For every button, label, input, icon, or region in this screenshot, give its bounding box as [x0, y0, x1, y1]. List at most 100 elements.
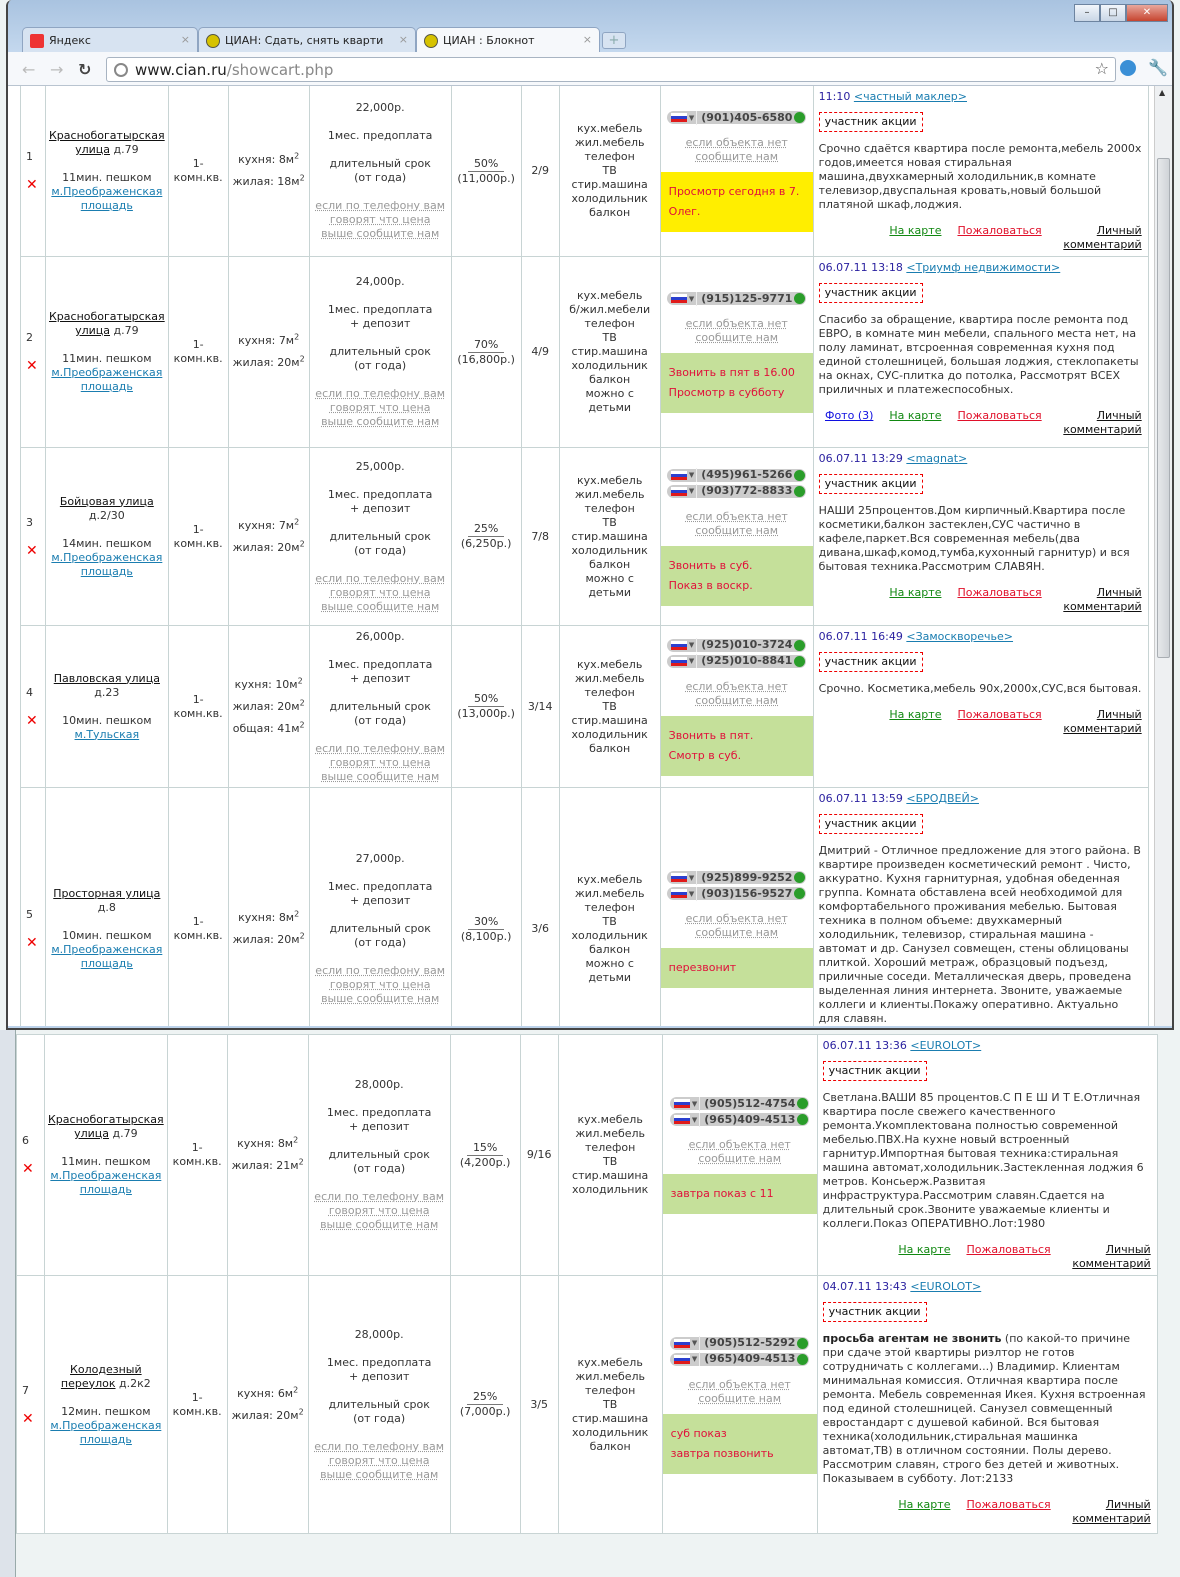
dropdown-arrow-icon[interactable]: ▼	[692, 1096, 701, 1111]
dropdown-arrow-icon[interactable]: ▼	[692, 1112, 701, 1127]
scrollbar-thumb[interactable]	[1157, 158, 1170, 658]
dropdown-arrow-icon[interactable]: ▼	[689, 870, 698, 885]
call-icon[interactable]	[797, 1098, 809, 1109]
street-link[interactable]: Павловская улица	[53, 671, 160, 685]
close-tab-icon[interactable]: ×	[180, 33, 190, 46]
star-icon[interactable]: ☆	[1094, 59, 1109, 78]
agency-link[interactable]: <EUROLOT>	[910, 1039, 982, 1052]
dropdown-arrow-icon[interactable]: ▼	[692, 1352, 701, 1366]
agency-link[interactable]: <Триумф недвижимости>	[906, 261, 1061, 274]
photo-link[interactable]: Фото (3)	[824, 409, 874, 422]
extension-icon[interactable]	[1120, 60, 1136, 76]
comment-link[interactable]: Личный комментарий	[1063, 224, 1142, 251]
wrench-icon[interactable]: 🔧	[1148, 58, 1168, 77]
delete-icon[interactable]: ✕	[26, 712, 38, 729]
complain-link[interactable]: Пожаловаться	[957, 224, 1042, 237]
delete-icon[interactable]: ✕	[26, 358, 38, 374]
vertical-scrollbar[interactable]: ▲	[1154, 86, 1172, 1026]
maximize-button[interactable]: □	[1100, 4, 1126, 22]
dropdown-arrow-icon[interactable]: ▼	[689, 484, 698, 498]
map-link[interactable]: На карте	[889, 586, 942, 599]
call-icon[interactable]	[794, 655, 806, 667]
minimize-button[interactable]: –	[1074, 4, 1100, 22]
personal-note[interactable]: Звонить в пят в 16.00 Просмотр в субботу	[660, 353, 813, 413]
call-icon[interactable]	[794, 872, 806, 883]
personal-note[interactable]: Звонить в пят. Смотр в суб.	[660, 715, 813, 776]
price-report-link[interactable]: если по телефону вам говорят что цена вы…	[315, 387, 446, 428]
complain-link[interactable]: Пожаловаться	[957, 586, 1042, 599]
street-link[interactable]: Просторная улица	[53, 887, 161, 900]
missing-report-link[interactable]: если объекта нет сообщите нам	[685, 136, 788, 163]
phone-number[interactable]: ▼ (965)409-4513	[669, 1352, 810, 1366]
phone-number[interactable]: ▼ (495)961-5266	[666, 468, 807, 482]
call-icon[interactable]	[794, 293, 806, 304]
phone-number[interactable]: ▼ (903)772-8833	[666, 484, 807, 498]
street-link[interactable]: Краснобогатырская улица	[49, 129, 165, 156]
price-report-link[interactable]: если по телефону вам говорят что цена вы…	[314, 1439, 445, 1481]
metro-link[interactable]: м.Преображенская площадь	[51, 550, 163, 578]
call-icon[interactable]	[794, 888, 806, 899]
phone-number[interactable]: ▼ (925)010-3724	[666, 638, 807, 652]
map-link[interactable]: На карте	[889, 409, 942, 422]
comment-link[interactable]: Личный комментарий	[1063, 708, 1142, 735]
missing-report-link[interactable]: если объекта нет сообщите нам	[688, 1377, 791, 1405]
delete-icon[interactable]: ✕	[22, 1410, 34, 1427]
delete-icon[interactable]: ✕	[22, 1161, 34, 1177]
street-link[interactable]: Бойцовая улица	[59, 494, 154, 508]
missing-report-link[interactable]: если объекта нет сообщите нам	[685, 509, 788, 537]
personal-note[interactable]: суб показ завтра позвонить	[662, 1413, 817, 1474]
close-tab-icon[interactable]: ×	[582, 33, 592, 46]
tab-cian-rent[interactable]: ЦИАН: Сдать, снять кварти ×	[198, 27, 416, 53]
complain-link[interactable]: Пожаловаться	[966, 1243, 1051, 1256]
call-icon[interactable]	[797, 1337, 809, 1349]
forward-icon[interactable]: →	[50, 60, 64, 79]
scroll-up-icon[interactable]: ▲	[1159, 88, 1166, 97]
missing-report-link[interactable]: если объекта нет сообщите нам	[685, 317, 788, 344]
call-icon[interactable]	[797, 1114, 809, 1125]
back-icon[interactable]: ←	[22, 60, 36, 79]
phone-number[interactable]: ▼ (901)405-6580	[666, 110, 807, 125]
phone-number[interactable]: ▼ (965)409-4513	[669, 1112, 810, 1127]
comment-link[interactable]: Личный комментарий	[1072, 1243, 1151, 1270]
call-icon[interactable]	[797, 1353, 809, 1365]
missing-report-link[interactable]: если объекта нет сообщите нам	[688, 1138, 791, 1165]
map-link[interactable]: На карте	[898, 1498, 951, 1511]
personal-note[interactable]: Просмотр сегодня в 7. Олег.	[660, 172, 813, 232]
address-bar[interactable]: www.cian.ru/showcart.php ☆	[106, 57, 1116, 82]
dropdown-arrow-icon[interactable]: ▼	[689, 654, 698, 668]
complain-link[interactable]: Пожаловаться	[957, 409, 1042, 422]
reload-icon[interactable]: ↻	[78, 60, 92, 79]
price-report-link[interactable]: если по телефону вам говорят что цена вы…	[314, 1190, 445, 1231]
metro-link[interactable]: м.Преображенская площадь	[51, 943, 163, 970]
dropdown-arrow-icon[interactable]: ▼	[689, 291, 698, 306]
agency-link[interactable]: <Замоскворечье>	[906, 630, 1014, 643]
street-link[interactable]: Краснобогатырская улица	[49, 310, 165, 337]
metro-link[interactable]: м.Преображенская площадь	[50, 1418, 162, 1446]
metro-link[interactable]: м.Преображенская площадь	[50, 1169, 162, 1196]
tab-yandex[interactable]: Яндекс ×	[22, 27, 198, 53]
dropdown-arrow-icon[interactable]: ▼	[692, 1336, 701, 1350]
complain-link[interactable]: Пожаловаться	[957, 708, 1042, 721]
phone-number[interactable]: ▼ (905)512-5292	[669, 1336, 810, 1350]
new-tab-button[interactable]: +	[602, 32, 626, 49]
comment-link[interactable]: Личный комментарий	[1063, 409, 1142, 436]
tab-cian-notebook[interactable]: ЦИАН : Блокнот ×	[416, 27, 600, 54]
close-window-button[interactable]: ✕	[1126, 4, 1168, 22]
price-report-link[interactable]: если по телефону вам говорят что цена вы…	[315, 199, 446, 240]
agency-link[interactable]: <EUROLOT>	[910, 1280, 982, 1293]
phone-number[interactable]: ▼ (925)010-8841	[666, 654, 807, 668]
missing-report-link[interactable]: если объекта нет сообщите нам	[685, 679, 788, 707]
call-icon[interactable]	[794, 112, 806, 123]
comment-link[interactable]: Личный комментарий	[1063, 586, 1142, 613]
call-icon[interactable]	[794, 469, 806, 481]
delete-icon[interactable]: ✕	[26, 542, 38, 559]
missing-report-link[interactable]: если объекта нет сообщите нам	[685, 912, 788, 939]
dropdown-arrow-icon[interactable]: ▼	[689, 638, 698, 652]
map-link[interactable]: На карте	[889, 224, 942, 237]
comment-link[interactable]: Личный комментарий	[1072, 1498, 1151, 1525]
metro-link[interactable]: м.Преображенская площадь	[51, 366, 163, 393]
map-link[interactable]: На карте	[889, 708, 942, 721]
agency-link[interactable]: <БРОДВЕЙ>	[906, 792, 979, 805]
delete-icon[interactable]: ✕	[26, 177, 38, 193]
dropdown-arrow-icon[interactable]: ▼	[689, 886, 698, 901]
